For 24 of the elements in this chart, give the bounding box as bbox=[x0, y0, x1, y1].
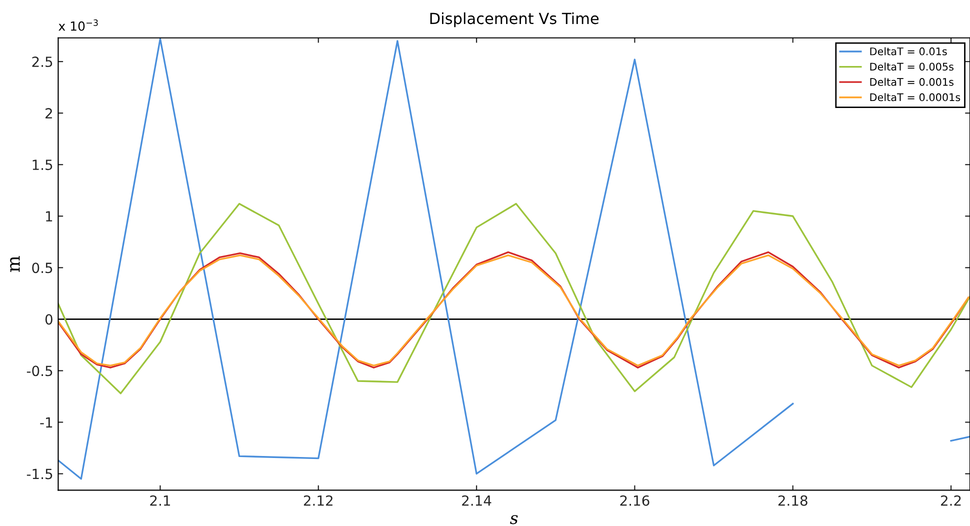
y-tick-label: 1.5 bbox=[32, 160, 52, 170]
legend-label: DeltaT = 0.0001s bbox=[870, 93, 960, 102]
x-axis-title: s bbox=[510, 515, 518, 524]
y-tick-label: 0.5 bbox=[32, 262, 52, 274]
y-tick-label: -1 bbox=[40, 417, 52, 428]
y-tick-label: 2 bbox=[46, 108, 52, 118]
x-tick-label: 2.16 bbox=[620, 495, 650, 506]
legend-label: DeltaT = 0.001s bbox=[870, 78, 954, 86]
line-series bbox=[58, 202, 970, 394]
chart-title: Displacement Vs Time bbox=[430, 12, 599, 28]
y-axis-title: m bbox=[10, 256, 20, 272]
legend-label: DeltaT = 0.005s bbox=[870, 62, 954, 71]
x-tick-label: 2.12 bbox=[304, 495, 332, 506]
y-tick-label: 0 bbox=[45, 314, 52, 325]
x-tick-label: 2.18 bbox=[778, 495, 808, 506]
y-tick-label: 2.5 bbox=[32, 56, 52, 68]
x-tick-label: 2.1 bbox=[150, 495, 170, 506]
x-tick-label: 2.2 bbox=[940, 495, 961, 506]
x-tick-label: 2.14 bbox=[462, 495, 492, 506]
legend-label: DeltaT = 0.01s bbox=[870, 47, 947, 56]
y-tick-label: 1 bbox=[46, 211, 52, 222]
y-tick-label: -0.5 bbox=[26, 366, 52, 376]
text: x 10$^{−3}$ bbox=[58, 19, 98, 31]
y-tick-label: -1.5 bbox=[26, 468, 52, 480]
